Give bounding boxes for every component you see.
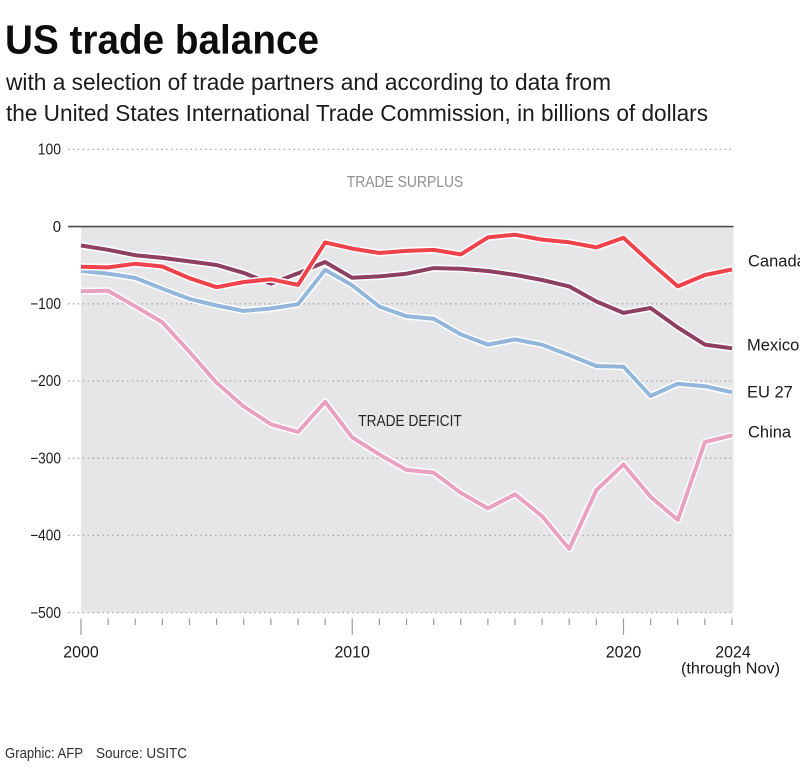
svg-text:2000: 2000 [63,644,99,662]
svg-text:US trade balance: US trade balance [5,17,319,63]
svg-text:Canada: Canada [748,252,800,270]
svg-text:−500: −500 [30,605,61,622]
svg-text:−100: −100 [30,296,61,313]
svg-text:2024: 2024 [715,644,751,662]
svg-text:0: 0 [53,219,62,236]
svg-text:China: China [748,423,792,441]
svg-text:(through Nov): (through Nov) [681,661,780,678]
svg-text:the United States Internationa: the United States International Trade Co… [6,100,708,126]
svg-text:−400: −400 [30,528,61,545]
svg-text:TRADE SURPLUS: TRADE SURPLUS [347,174,464,191]
svg-text:EU 27: EU 27 [747,384,793,402]
svg-text:−300: −300 [30,450,61,467]
svg-text:2010: 2010 [334,644,370,662]
svg-text:Source: USITC: Source: USITC [96,745,187,762]
svg-text:2020: 2020 [606,644,642,662]
svg-text:with a selection of trade part: with a selection of trade partners and a… [5,69,611,95]
svg-text:Mexico: Mexico [747,337,799,355]
svg-text:−200: −200 [30,373,61,390]
svg-text:TRADE DEFICIT: TRADE DEFICIT [358,413,462,430]
svg-text:100: 100 [38,142,62,159]
svg-text:Graphic: AFP: Graphic: AFP [5,745,83,762]
